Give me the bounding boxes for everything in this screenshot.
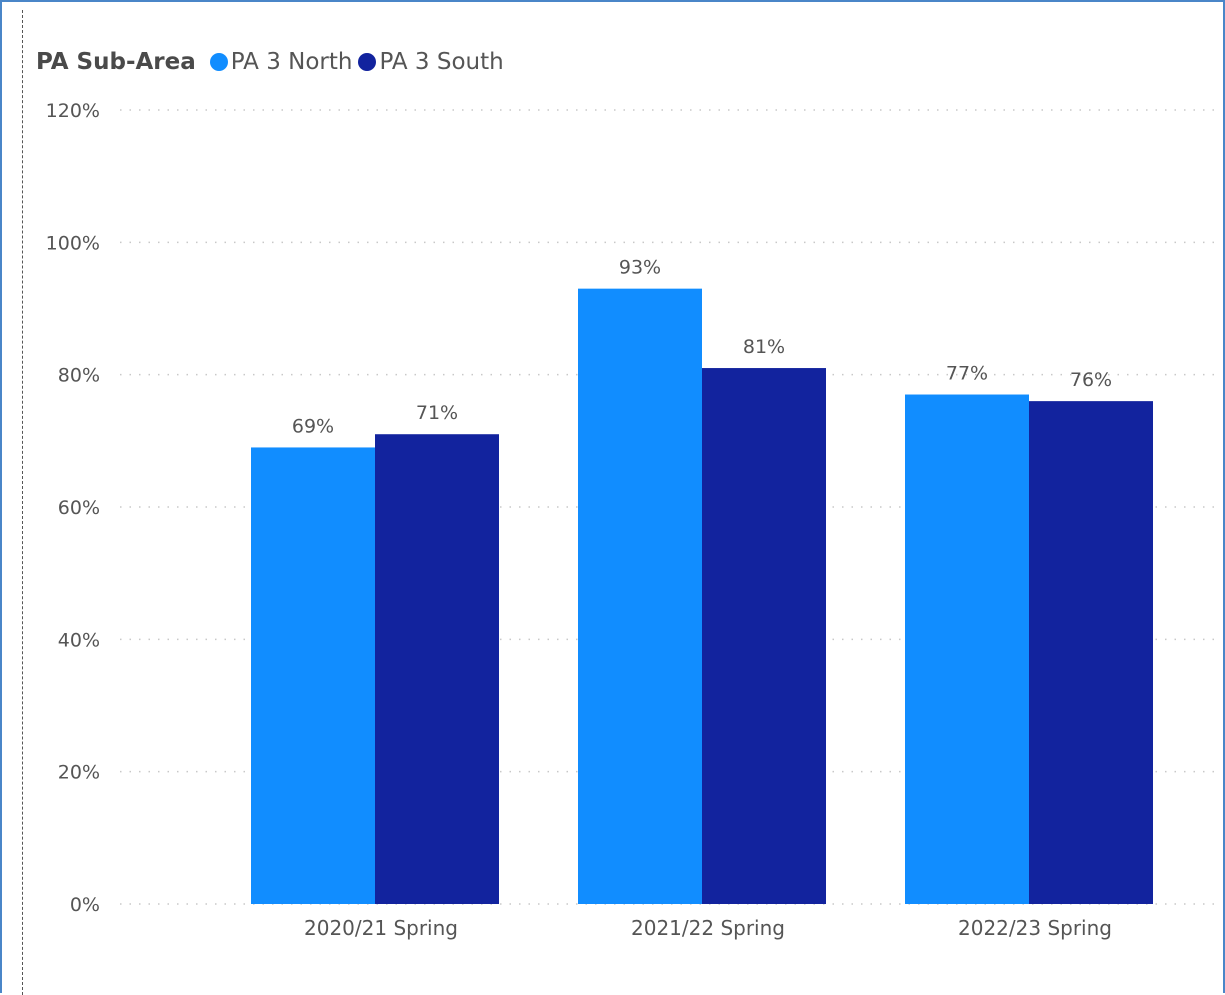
data-label-south: 76%: [1070, 369, 1112, 391]
legend-item-south[interactable]: PA 3 South: [358, 49, 504, 75]
y-tick-label: 20%: [58, 762, 100, 784]
legend-item-north[interactable]: PA 3 North: [209, 49, 353, 75]
legend-label-south: PA 3 South: [379, 49, 504, 75]
x-tick-label: 2022/23 Spring: [958, 916, 1112, 940]
y-tick-label: 100%: [46, 232, 100, 254]
y-tick-label: 60%: [58, 497, 100, 519]
focus-border: [22, 10, 23, 995]
x-tick-label: 2020/21 Spring: [304, 916, 458, 940]
bar-north: [905, 394, 1029, 904]
data-label-south: 71%: [416, 402, 458, 424]
legend-swatch-south: [358, 53, 377, 71]
bar-north: [578, 288, 702, 904]
legend-label-north: PA 3 North: [230, 49, 353, 75]
legend-swatch-north: [209, 53, 228, 71]
data-label-north: 77%: [946, 363, 988, 385]
bar-south: [375, 434, 499, 904]
bar-south: [702, 368, 826, 904]
legend-title: PA Sub-Area: [36, 49, 196, 75]
y-tick-label: 80%: [58, 365, 100, 387]
chart-legend[interactable]: PA Sub-Area PA 3 North PA 3 South: [36, 47, 510, 77]
bar-south: [1029, 401, 1153, 904]
x-tick-label: 2021/22 Spring: [631, 916, 785, 940]
bar-north: [251, 447, 375, 904]
y-tick-label: 40%: [58, 629, 100, 651]
data-label-north: 69%: [292, 415, 334, 437]
y-tick-label: 120%: [46, 100, 100, 122]
data-label-south: 81%: [743, 336, 785, 358]
data-label-north: 93%: [619, 257, 661, 279]
y-tick-label: 0%: [70, 894, 100, 916]
